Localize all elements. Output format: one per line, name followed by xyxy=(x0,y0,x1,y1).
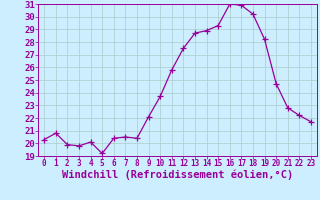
X-axis label: Windchill (Refroidissement éolien,°C): Windchill (Refroidissement éolien,°C) xyxy=(62,170,293,180)
